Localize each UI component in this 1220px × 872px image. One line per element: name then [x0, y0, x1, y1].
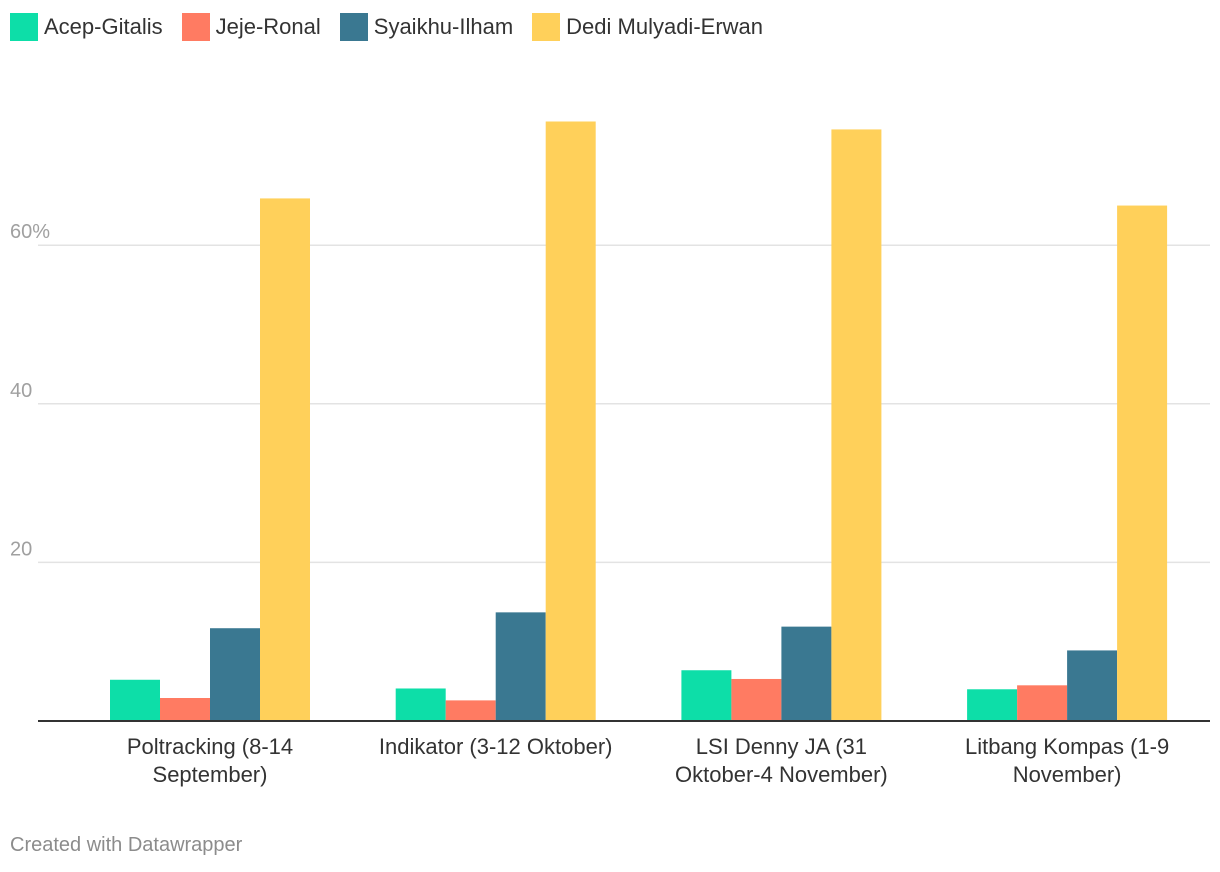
x-tick-label: Indikator (3-12 Oktober) [379, 734, 613, 759]
legend-item: Syaikhu-Ilham [339, 13, 514, 41]
bar [160, 698, 210, 721]
bar [681, 670, 732, 721]
bar [445, 700, 496, 721]
x-tick-label: LSI Denny JA (31 [696, 734, 867, 759]
bar [545, 121, 596, 721]
legend-label: Syaikhu-Ilham [373, 14, 514, 39]
y-tick-label: 40 [10, 380, 32, 402]
legend-label: Jeje-Ronal [215, 14, 321, 39]
legend-swatch [10, 13, 38, 41]
chart-legend: Acep-Gitalis Jeje-Ronal Syaikhu-Ilham Dedi … [10, 11, 782, 43]
legend-swatch [532, 13, 561, 41]
bar [210, 628, 260, 721]
bar [831, 129, 882, 721]
legend-label: Acep-Gitalis [44, 14, 163, 39]
bar [1017, 685, 1068, 721]
bar [1067, 650, 1118, 721]
y-tick-label: 60% [10, 221, 50, 243]
footer-credit: Created with Datawrapper [10, 834, 243, 856]
bar [731, 678, 782, 721]
legend-label: Dedi Mulyadi-Erwan [566, 14, 764, 39]
legend-swatch [339, 13, 368, 41]
bar [395, 688, 446, 721]
x-tick-label: September) [153, 762, 268, 787]
x-tick-label: Poltracking (8-14 [127, 734, 293, 759]
legend-item: Acep-Gitalis [10, 13, 163, 41]
legend-item: Dedi Mulyadi-Erwan [532, 13, 763, 41]
legend-swatch [181, 13, 210, 41]
legend-item: Jeje-Ronal [181, 13, 321, 41]
bar [110, 679, 160, 721]
bar [967, 689, 1018, 721]
bar [1117, 205, 1168, 722]
x-tick-label: Litbang Kompas (1-9 [965, 734, 1169, 759]
bar [495, 612, 546, 721]
x-tick-label: November) [1013, 762, 1122, 787]
x-tick-label: Oktober-4 November) [675, 762, 888, 787]
bar [781, 626, 832, 721]
y-tick-label: 20 [10, 538, 32, 560]
bar [260, 198, 310, 722]
